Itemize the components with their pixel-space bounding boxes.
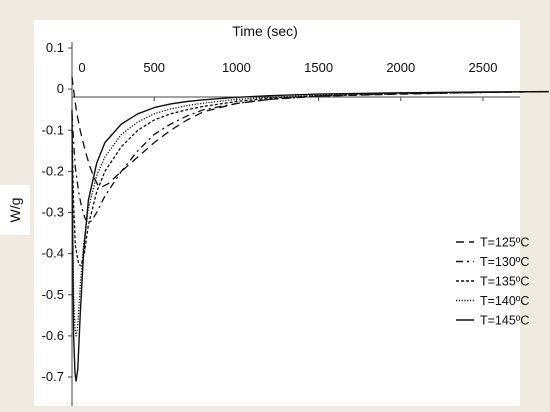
y-axis-title-background [0,185,30,235]
series-lines [71,76,549,382]
y-tick-label: -0.1 [42,122,64,137]
x-tick-label: 500 [143,60,165,75]
legend-label-1: T=125ºC [480,236,529,250]
legend-label-4: T=140ºC [480,294,529,308]
y-tick-label: -0.6 [42,328,64,343]
series-line-2 [71,90,549,224]
x-axis-title: Time (sec) [232,23,298,39]
series-line-3 [71,90,549,267]
x-tick-label: 2000 [386,60,415,75]
legend-label-2: T=130ºC [480,255,529,269]
y-tick-label: -0.2 [42,163,64,178]
plot-area [34,20,520,406]
x-tick-label: 0 [78,60,85,75]
tick-labels: 0 500 1000 1500 2000 2500 0.1 0 -0.1 -0.2 -0.3 -0.4… [42,40,498,384]
x-tick-label: 2500 [469,60,498,75]
y-axis-title-group: W/g [0,185,30,235]
y-tick-label: -0.7 [42,369,64,384]
y-tick-label: -0.5 [42,287,64,302]
y-tick-label: 0 [57,81,64,96]
series-line-5 [71,90,549,382]
y-tick-label: -0.3 [42,205,64,220]
legend: T=125ºC T=130ºC T=135ºC T=140ºC T=145ºC [456,236,529,328]
x-tick-label: 1500 [304,60,333,75]
legend-label-5: T=145ºC [480,314,529,328]
y-axis-title: W/g [7,198,23,223]
y-tick-label: -0.4 [42,246,64,261]
legend-label-3: T=135ºC [480,275,529,289]
y-tick-label: 0.1 [46,40,64,55]
series-line-4 [71,90,549,337]
x-tick-label: 1000 [222,60,251,75]
